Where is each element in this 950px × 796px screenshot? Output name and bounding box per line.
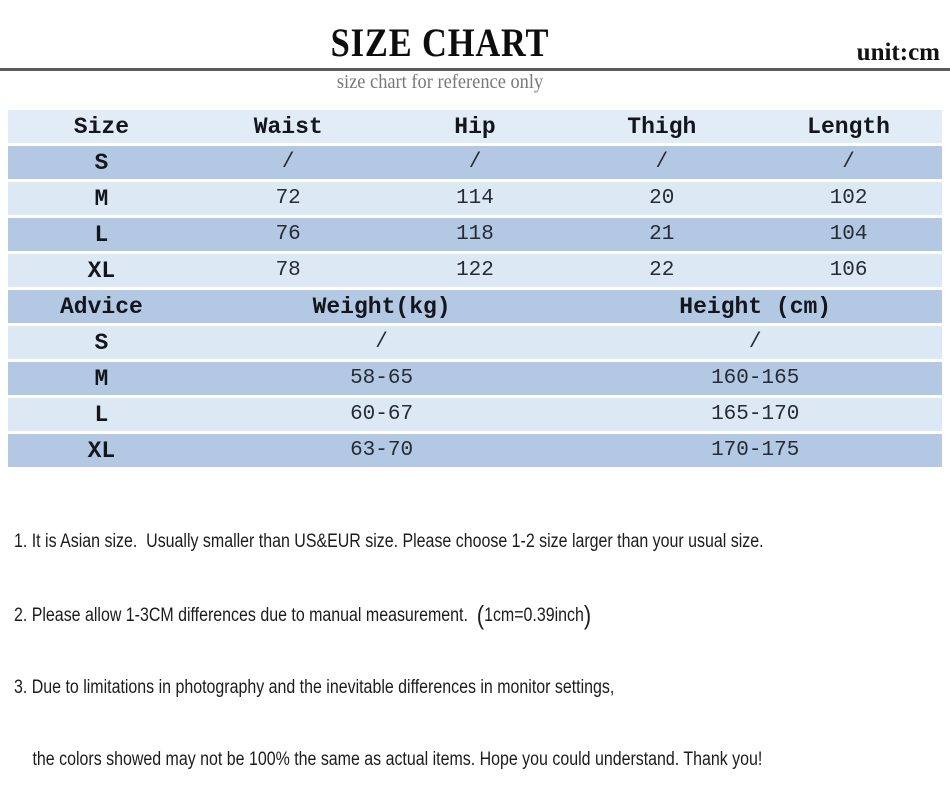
size-label-cell: M: [8, 182, 195, 215]
size-label-cell: L: [8, 218, 195, 251]
size-label-cell: XL: [8, 254, 195, 287]
length-value: 106: [755, 254, 942, 287]
column-header-hip: Hip: [381, 110, 569, 143]
waist-value: /: [194, 146, 382, 179]
size-label-cell: XL: [8, 434, 195, 467]
weight-value: 58-65: [194, 362, 569, 395]
height-column-header: Height (cm): [568, 290, 942, 323]
height-value: 165-170: [568, 398, 942, 431]
size-chart-table: Size Waist Hip Thigh Length S / / / / M …: [8, 107, 942, 470]
height-value: /: [568, 326, 942, 359]
note-line-1: 1. It is Asian size. Usually smaller tha…: [14, 530, 950, 554]
weight-value: 63-70: [194, 434, 569, 467]
note-line-4: the colors showed may not be 100% the sa…: [14, 748, 950, 772]
note-text: the colors showed may not be 100% the sa…: [32, 749, 763, 770]
thigh-value: 20: [568, 182, 756, 215]
size-label-cell: S: [8, 146, 195, 179]
notes: 1. It is Asian size. Usually smaller tha…: [14, 482, 950, 796]
size-row-xl: XL 78 122 22 106: [8, 254, 942, 287]
note-text: 2. Please allow 1-3CM differences due to…: [14, 605, 477, 626]
waist-value: 72: [194, 182, 382, 215]
thigh-value: 22: [568, 254, 756, 287]
height-value: 170-175: [568, 434, 942, 467]
unit-label: unit:cm: [856, 39, 940, 66]
note-line-2: 2. Please allow 1-3CM differences due to…: [14, 602, 950, 628]
waist-value: 76: [194, 218, 382, 251]
size-label-cell: S: [8, 326, 195, 359]
advice-row-xl: XL 63-70 170-175: [8, 434, 942, 467]
weight-column-header: Weight(kg): [194, 290, 569, 323]
advice-row-s: S / /: [8, 326, 942, 359]
open-paren: (: [476, 600, 485, 630]
advice-header-row: Advice Weight(kg) Height (cm): [8, 290, 942, 323]
page-title: SIZE CHART: [330, 20, 550, 65]
thigh-value: /: [568, 146, 756, 179]
size-label-cell: L: [8, 398, 195, 431]
measurement-header-row: Size Waist Hip Thigh Length: [8, 110, 942, 143]
note-text: 1. It is Asian size. Usually smaller tha…: [14, 531, 764, 552]
length-value: 102: [755, 182, 942, 215]
header-divider: [0, 68, 950, 71]
hip-value: /: [381, 146, 569, 179]
page-header: SIZE CHART unit:cm: [0, 0, 950, 71]
advice-row-l: L 60-67 165-170: [8, 398, 942, 431]
column-header-waist: Waist: [194, 110, 382, 143]
height-value: 160-165: [568, 362, 942, 395]
size-row-l: L 76 118 21 104: [8, 218, 942, 251]
size-row-m: M 72 114 20 102: [8, 182, 942, 215]
conversion-formula: 1cm=0.39inch: [484, 605, 584, 626]
hip-value: 118: [381, 218, 569, 251]
column-header-thigh: Thigh: [568, 110, 756, 143]
note-text: 3. Due to limitations in photography and…: [14, 677, 615, 698]
weight-value: 60-67: [194, 398, 569, 431]
close-paren: ): [583, 600, 592, 630]
advice-row-m: M 58-65 160-165: [8, 362, 942, 395]
size-label-cell: M: [8, 362, 195, 395]
length-value: /: [755, 146, 942, 179]
column-header-size: Size: [8, 110, 195, 143]
length-value: 104: [755, 218, 942, 251]
hip-value: 114: [381, 182, 569, 215]
waist-value: 78: [194, 254, 382, 287]
column-header-length: Length: [755, 110, 942, 143]
thigh-value: 21: [568, 218, 756, 251]
note-line-3: 3. Due to limitations in photography and…: [14, 676, 950, 700]
hip-value: 122: [381, 254, 569, 287]
subtitle: size chart for reference only: [336, 71, 544, 93]
advice-label: Advice: [8, 290, 195, 323]
size-row-s: S / / / /: [8, 146, 942, 179]
weight-value: /: [194, 326, 569, 359]
